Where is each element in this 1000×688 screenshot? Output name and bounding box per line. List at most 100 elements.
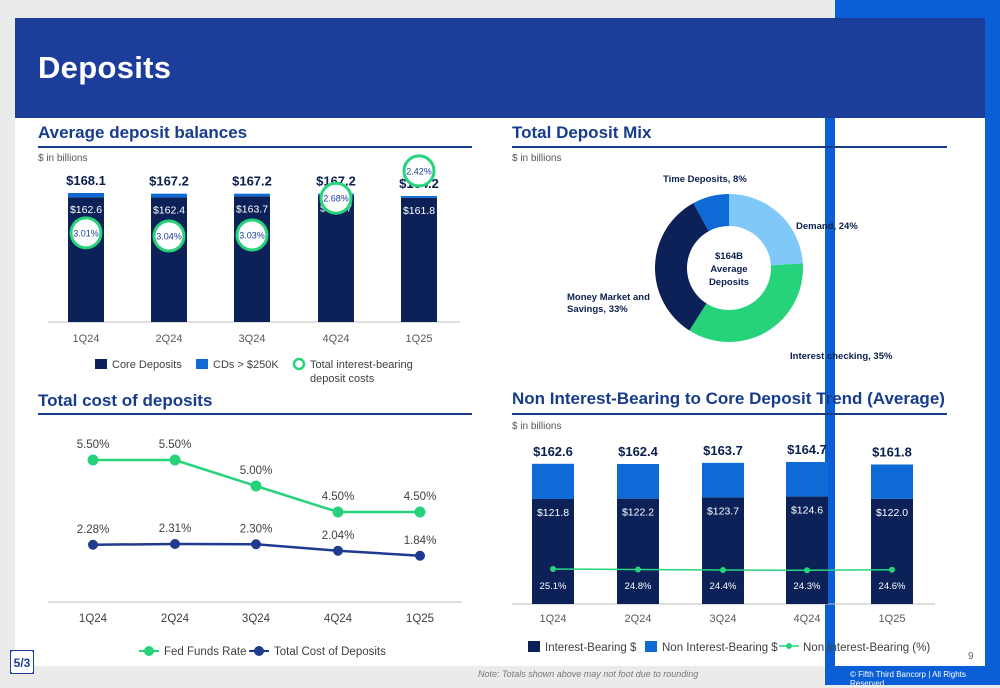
trend-section-title: Non Interest-Bearing to Core Deposit Tre… bbox=[512, 389, 945, 408]
legend-cost-deposits-label: Total Cost of Deposits bbox=[274, 646, 386, 658]
interest-cost-label: 3.04% bbox=[156, 232, 182, 242]
interest-bearing-bar bbox=[871, 498, 913, 604]
fed-funds-point bbox=[414, 506, 426, 518]
cost-section-title: Total cost of deposits bbox=[38, 391, 213, 410]
legend-fed-swatch bbox=[144, 646, 154, 656]
cost-of-deposits-point bbox=[333, 545, 343, 556]
trend-total-label: $162.4 bbox=[618, 444, 659, 459]
legend-cost-deposits-swatch bbox=[254, 646, 264, 656]
trend-total-label: $164.7 bbox=[787, 442, 827, 457]
donut-slice bbox=[655, 203, 709, 331]
legend-cost-label: Total interest-bearing bbox=[310, 359, 413, 371]
trend-units: $ in billions bbox=[512, 421, 562, 432]
nib-pct-point bbox=[635, 566, 641, 573]
core-deposits-bar bbox=[151, 197, 187, 322]
fed-funds-label: 4.50% bbox=[322, 491, 355, 503]
trend-total-label: $162.6 bbox=[533, 444, 573, 459]
donut-center-label: Deposits bbox=[709, 277, 749, 288]
core-deposits-label: $163.7 bbox=[236, 203, 268, 215]
cds-bar bbox=[401, 195, 437, 198]
title-bar bbox=[15, 18, 985, 118]
donut-center-label: Average bbox=[710, 264, 747, 275]
avg-section-title: Average deposit balances bbox=[38, 123, 248, 142]
non-interest-bearing-bar bbox=[786, 462, 828, 497]
cds-bar bbox=[68, 193, 104, 198]
slice-label-money-market: Money Market and bbox=[567, 292, 650, 303]
interest-cost-marker bbox=[69, 216, 103, 250]
total-balance-label: $168.1 bbox=[66, 173, 106, 188]
total-balance-label: $167.2 bbox=[316, 174, 356, 189]
non-interest-bearing-bar bbox=[532, 463, 574, 499]
fed-funds-point bbox=[250, 480, 262, 492]
nib-pct-point bbox=[550, 566, 556, 572]
legend-ib-label: Interest-Bearing $ bbox=[545, 642, 637, 654]
donut-slice bbox=[689, 263, 804, 343]
core-deposits-bar bbox=[401, 197, 437, 322]
page-title: Deposits bbox=[38, 50, 172, 85]
legend-core-label: Core Deposits bbox=[112, 359, 182, 371]
cost-of-deposits-point bbox=[170, 539, 180, 549]
interest-bearing-label: $122.2 bbox=[622, 507, 654, 519]
interest-bearing-bar bbox=[617, 498, 659, 604]
fed-funds-point bbox=[169, 454, 181, 466]
nib-pct-label: 24.6% bbox=[879, 581, 906, 592]
legend-pct-swatch bbox=[786, 643, 792, 649]
slice-label-interest-checking: Interest checking, 35% bbox=[790, 351, 893, 362]
copyright: © Fifth Third Bancorp | All Rights Reser… bbox=[850, 670, 966, 688]
legend-core-swatch bbox=[95, 359, 107, 369]
fed-funds-label: 5.50% bbox=[159, 439, 192, 451]
donut-slice bbox=[729, 194, 803, 266]
trend-category-label: 1Q25 bbox=[879, 613, 906, 625]
cost-of-deposits-label: 2.30% bbox=[240, 523, 273, 535]
legend-nib-swatch bbox=[645, 641, 657, 652]
interest-cost-label: 2.42% bbox=[406, 166, 432, 176]
slice-label-time-deposits: Time Deposits, 8% bbox=[663, 174, 747, 185]
interest-bearing-bar bbox=[702, 497, 744, 604]
interest-cost-marker bbox=[152, 219, 186, 253]
cost-category-label: 1Q24 bbox=[79, 613, 108, 625]
nib-pct-point bbox=[720, 567, 726, 574]
interest-bearing-label: $122.0 bbox=[876, 507, 908, 519]
interest-bearing-bar bbox=[786, 496, 828, 604]
legend-cost-swatch bbox=[292, 357, 306, 371]
trend-category-label: 1Q24 bbox=[540, 613, 567, 625]
slice-label-money-market-line2: Savings, 33% bbox=[567, 304, 628, 315]
legend-ib-swatch bbox=[528, 641, 540, 652]
avg-category-label: 2Q24 bbox=[156, 333, 183, 345]
core-deposits-label: $161.8 bbox=[403, 205, 435, 217]
nib-pct-label: 25.1% bbox=[540, 581, 567, 592]
svg-text:5/3: 5/3 bbox=[14, 656, 31, 670]
nib-pct-label: 24.4% bbox=[710, 581, 737, 592]
mix-section-rule bbox=[512, 146, 947, 148]
cost-category-label: 4Q24 bbox=[324, 613, 353, 625]
legend-cost-label-line2: deposit costs bbox=[310, 373, 375, 385]
legend-fed-label: Fed Funds Rate bbox=[164, 646, 246, 658]
trend-category-label: 2Q24 bbox=[625, 613, 652, 625]
cost-category-label: 3Q24 bbox=[242, 613, 271, 625]
avg-section-rule bbox=[38, 146, 472, 148]
cost-of-deposits-point bbox=[88, 539, 98, 550]
cost-of-deposits-point bbox=[415, 550, 425, 561]
total-balance-label: $167.2 bbox=[232, 174, 272, 189]
avg-category-label: 4Q24 bbox=[323, 333, 350, 345]
interest-bearing-label: $124.6 bbox=[791, 505, 823, 517]
avg-category-label: 1Q24 bbox=[73, 333, 100, 345]
rounding-note: Note: Totals shown above may not foot du… bbox=[478, 669, 699, 679]
nib-pct-point bbox=[889, 566, 895, 573]
non-interest-bearing-bar bbox=[871, 464, 913, 499]
nib-pct-label: 24.3% bbox=[794, 581, 821, 592]
fifth-third-logo: 5/3 bbox=[9, 649, 35, 675]
legend-nib-label: Non Interest-Bearing $ bbox=[662, 642, 778, 654]
fed-funds-label: 5.50% bbox=[77, 439, 110, 451]
donut-slice bbox=[693, 194, 729, 232]
total-balance-label: $167.2 bbox=[149, 174, 189, 189]
avg-category-label: 1Q25 bbox=[406, 333, 433, 345]
interest-cost-label: 3.03% bbox=[239, 230, 265, 240]
avg-units: $ in billions bbox=[38, 153, 88, 164]
legend-cds-label: CDs > $250K bbox=[213, 359, 279, 371]
avg-category-label: 3Q24 bbox=[239, 333, 266, 345]
page-number: 9 bbox=[968, 651, 974, 662]
cds-bar bbox=[151, 193, 187, 198]
trend-category-label: 4Q24 bbox=[794, 613, 821, 625]
